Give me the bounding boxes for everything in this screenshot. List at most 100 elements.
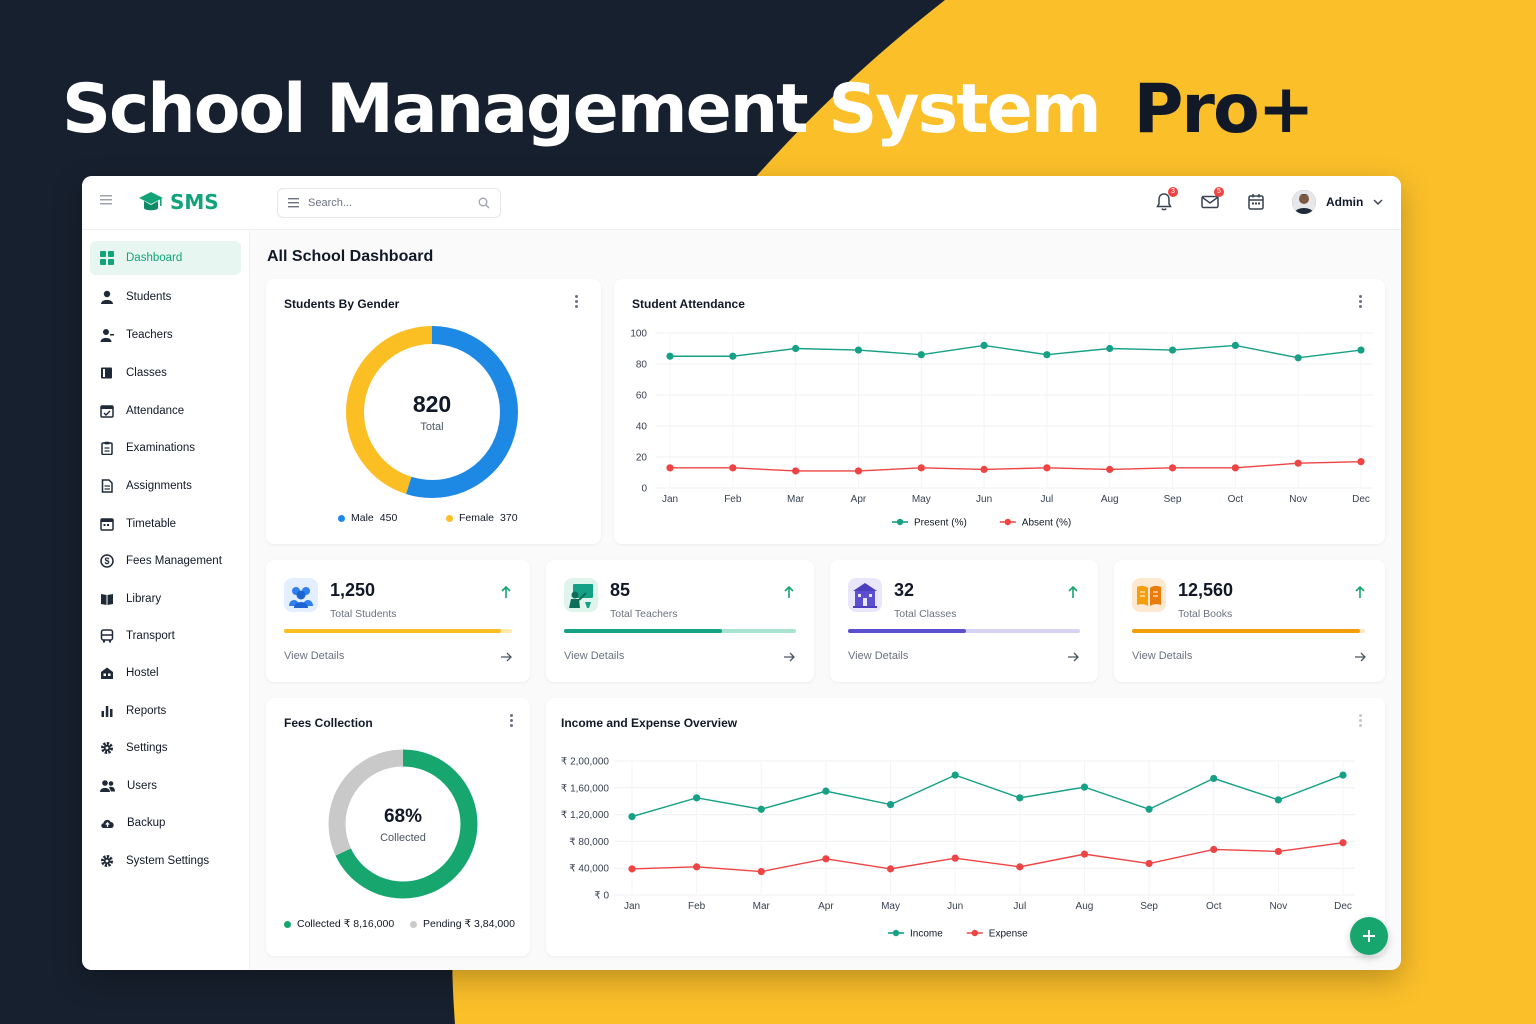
sidebar-item-attendance[interactable]: Attendance <box>90 394 241 428</box>
app-logo[interactable]: SMS <box>138 189 219 215</box>
arrow-right-icon[interactable] <box>783 651 795 663</box>
x-tick-label: Feb <box>688 901 706 912</box>
x-tick-label: Oct <box>1206 901 1222 912</box>
x-tick-label: Jan <box>624 901 640 912</box>
data-point <box>1016 863 1024 871</box>
building-icon <box>101 667 113 679</box>
sidebar-item-assignments[interactable]: Assignments <box>90 469 241 503</box>
female-dot <box>446 514 453 522</box>
sidebar-item-transport[interactable]: Transport <box>90 619 241 653</box>
y-tick-label: 100 <box>630 329 647 340</box>
chevron-down-icon[interactable] <box>1373 198 1383 206</box>
stat-card-teachers[interactable]: 85 Total Teachers View Details <box>546 560 814 682</box>
series-line-1 <box>631 842 1344 873</box>
sidebar-item-library[interactable]: Library <box>90 582 241 616</box>
arrow-up-icon <box>1068 585 1078 598</box>
income-expense-card: Income and Expense Overview ₹ 2,00,000 ₹ … <box>546 698 1385 956</box>
donut-slice-female <box>346 326 518 498</box>
search-box[interactable] <box>277 188 501 218</box>
search-icon[interactable] <box>478 197 490 209</box>
male-label: Male <box>351 512 374 524</box>
arrow-right-icon[interactable] <box>1354 651 1366 663</box>
x-tick-label: Sep <box>1140 901 1158 912</box>
notifications-button[interactable]: 3 <box>1154 187 1178 214</box>
calendar-button[interactable] <box>1246 192 1268 214</box>
banner-title: School Management System Pro+ <box>62 70 1315 149</box>
gender-card: Students By Gender 820 Total Male 450 Fe… <box>266 279 601 544</box>
data-point <box>1145 859 1153 868</box>
sidebar-item-fees-management[interactable]: $ Fees Management <box>90 544 241 578</box>
sidebar-item-label: System Settings <box>126 855 210 867</box>
menu-lines-icon <box>288 198 299 208</box>
user-icon <box>101 290 113 304</box>
sidebar-item-label: Attendance <box>126 405 185 417</box>
sidebar-item-examinations[interactable]: Examinations <box>90 431 241 465</box>
add-button[interactable] <box>1350 917 1388 955</box>
data-point <box>792 467 800 475</box>
total-students-label: Total Students <box>330 608 397 620</box>
sidebar-item-system-settings[interactable]: System Settings <box>90 844 241 878</box>
x-tick-label: Mar <box>753 901 771 912</box>
search-input[interactable] <box>308 197 470 209</box>
more-options-icon[interactable] <box>575 295 579 309</box>
user-name: Admin <box>1326 195 1364 209</box>
messages-badge: 5 <box>1214 187 1224 197</box>
stat-card-classes[interactable]: 32 Total Classes View Details <box>830 560 1098 682</box>
data-point <box>1210 774 1218 783</box>
more-options-icon[interactable] <box>1359 295 1363 309</box>
arrow-right-icon[interactable] <box>500 651 512 663</box>
view-details-link[interactable]: View Details <box>1132 650 1193 662</box>
calendar-icon <box>100 518 114 531</box>
bus-icon <box>100 629 114 643</box>
legend-male: Male 450 <box>338 512 397 524</box>
dollar-icon: $ <box>100 554 114 568</box>
sidebar-item-hostel[interactable]: Hostel <box>90 656 241 690</box>
graduation-cap-icon <box>139 192 163 211</box>
stat-card-students[interactable]: 1,250 Total Students View Details <box>266 560 530 682</box>
menu-toggle-icon[interactable] <box>100 194 114 206</box>
view-details-link[interactable]: View Details <box>564 650 625 662</box>
sidebar-item-users[interactable]: Users <box>90 769 241 803</box>
sidebar-item-label: Hostel <box>126 667 159 679</box>
sidebar-item-timetable[interactable]: Timetable <box>90 507 241 541</box>
x-tick-label: Jul <box>1013 901 1026 912</box>
gender-total: 820 <box>412 391 452 417</box>
more-options-icon[interactable] <box>510 714 514 728</box>
arrow-up-icon <box>1355 585 1365 598</box>
y-tick-label: ₹ 80,000 <box>569 837 609 848</box>
book-icon <box>101 367 112 379</box>
sidebar-item-teachers[interactable]: Teachers <box>90 318 241 352</box>
view-details-link[interactable]: View Details <box>284 650 345 662</box>
messages-button[interactable]: 5 <box>1200 187 1224 214</box>
attendance-card-title: Student Attendance <box>632 297 745 311</box>
data-point <box>1106 344 1114 353</box>
sidebar-item-students[interactable]: Students <box>90 280 241 314</box>
x-tick-label: Jul <box>1041 494 1054 505</box>
stat-card-books[interactable]: 12,560 Total Books View Details <box>1114 560 1385 682</box>
gear-icon <box>100 741 114 755</box>
fees-percent: 68% <box>383 806 423 827</box>
more-options-icon[interactable] <box>1359 714 1363 728</box>
sidebar-item-dashboard[interactable]: Dashboard <box>90 241 241 275</box>
user-menu[interactable]: Admin <box>1292 190 1383 214</box>
legend-label: Expense <box>989 929 1028 940</box>
page-title: All School Dashboard <box>267 248 434 265</box>
data-point <box>1168 464 1177 472</box>
view-details-link[interactable]: View Details <box>848 650 909 662</box>
clipboard-icon <box>101 441 113 455</box>
sidebar-item-label: Assignments <box>126 480 192 492</box>
donut-slice-pending <box>328 749 478 899</box>
x-tick-label: Nov <box>1289 494 1307 505</box>
arrow-right-icon[interactable] <box>1067 651 1079 663</box>
data-point <box>1145 805 1153 813</box>
y-tick-label: ₹ 40,000 <box>569 864 609 875</box>
sidebar-item-reports[interactable]: Reports <box>90 694 241 728</box>
x-tick-label: May <box>912 494 931 505</box>
sidebar-item-settings[interactable]: Settings <box>90 731 241 765</box>
sidebar-item-backup[interactable]: Backup <box>90 806 241 840</box>
data-point <box>666 464 674 472</box>
plus-icon <box>1363 930 1375 942</box>
sidebar-item-classes[interactable]: Classes <box>90 356 241 390</box>
data-point <box>1231 341 1239 349</box>
legend-female: Female 370 <box>446 512 518 524</box>
